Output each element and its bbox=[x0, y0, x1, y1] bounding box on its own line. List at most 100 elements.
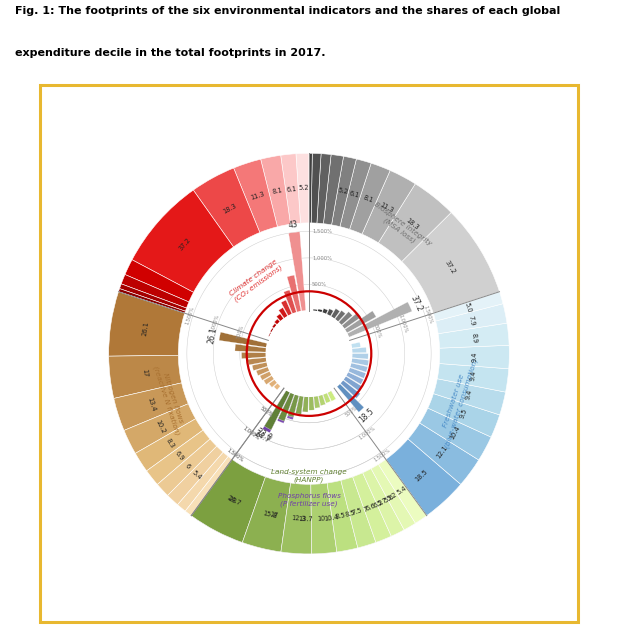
Text: 8.5: 8.5 bbox=[344, 509, 356, 518]
Wedge shape bbox=[261, 156, 290, 227]
Wedge shape bbox=[191, 460, 268, 544]
Wedge shape bbox=[177, 452, 228, 511]
Text: 1,500%: 1,500% bbox=[312, 229, 332, 234]
Wedge shape bbox=[335, 478, 369, 550]
Text: 9.4: 9.4 bbox=[469, 370, 476, 381]
Wedge shape bbox=[351, 358, 369, 365]
Text: Land-system change
(HANPP): Land-system change (HANPP) bbox=[271, 469, 347, 483]
Wedge shape bbox=[314, 396, 320, 408]
Text: 1,000%: 1,000% bbox=[242, 426, 260, 441]
Wedge shape bbox=[328, 390, 334, 397]
Text: 5.0: 5.0 bbox=[464, 301, 472, 314]
Wedge shape bbox=[309, 396, 314, 410]
Wedge shape bbox=[368, 466, 412, 532]
Text: 500%: 500% bbox=[260, 406, 274, 418]
Text: 24.7: 24.7 bbox=[226, 495, 242, 507]
Wedge shape bbox=[303, 396, 308, 412]
Wedge shape bbox=[264, 376, 274, 385]
Text: 1,500%: 1,500% bbox=[226, 447, 245, 463]
Wedge shape bbox=[345, 372, 363, 385]
Wedge shape bbox=[260, 371, 272, 380]
Wedge shape bbox=[274, 383, 281, 390]
Wedge shape bbox=[311, 483, 337, 554]
Wedge shape bbox=[132, 190, 234, 292]
Text: 8.1: 8.1 bbox=[271, 188, 283, 195]
Text: 18.5: 18.5 bbox=[413, 468, 428, 483]
Wedge shape bbox=[309, 396, 314, 409]
Wedge shape bbox=[309, 154, 312, 223]
Wedge shape bbox=[342, 312, 361, 329]
Wedge shape bbox=[270, 328, 274, 332]
Text: 43: 43 bbox=[288, 220, 298, 230]
Wedge shape bbox=[265, 390, 290, 430]
Text: 17: 17 bbox=[269, 511, 279, 519]
Wedge shape bbox=[327, 481, 358, 552]
Text: 500%: 500% bbox=[312, 282, 327, 287]
Text: 10: 10 bbox=[317, 515, 326, 522]
Text: 26.1: 26.1 bbox=[142, 321, 150, 337]
Wedge shape bbox=[348, 367, 366, 378]
Text: 37.2: 37.2 bbox=[409, 294, 425, 313]
Wedge shape bbox=[276, 314, 284, 321]
Wedge shape bbox=[263, 390, 290, 433]
Wedge shape bbox=[269, 380, 277, 387]
Wedge shape bbox=[376, 462, 421, 525]
Text: Fig. 1: The footprints of the six environmental indicators and the shares of eac: Fig. 1: The footprints of the six enviro… bbox=[15, 6, 561, 17]
Wedge shape bbox=[420, 408, 491, 460]
Text: 24.7: 24.7 bbox=[253, 429, 272, 445]
Wedge shape bbox=[318, 394, 326, 405]
Text: 1,000%: 1,000% bbox=[358, 426, 376, 441]
Wedge shape bbox=[318, 482, 349, 554]
Text: 9.4: 9.4 bbox=[465, 389, 473, 401]
Wedge shape bbox=[277, 392, 294, 423]
Text: Freshwater use
(blue-water consumption): Freshwater use (blue-water consumption) bbox=[437, 355, 479, 449]
Wedge shape bbox=[402, 212, 499, 313]
Text: 18.3: 18.3 bbox=[405, 218, 420, 231]
Wedge shape bbox=[323, 392, 329, 401]
Wedge shape bbox=[323, 154, 344, 225]
Text: 17: 17 bbox=[141, 369, 148, 378]
Wedge shape bbox=[303, 396, 308, 412]
Text: 500%: 500% bbox=[260, 406, 274, 418]
Wedge shape bbox=[323, 392, 331, 403]
Text: 10.4: 10.4 bbox=[449, 424, 461, 440]
Wedge shape bbox=[371, 464, 415, 530]
Wedge shape bbox=[378, 184, 451, 262]
Wedge shape bbox=[313, 309, 317, 312]
Text: 1,000%: 1,000% bbox=[242, 426, 260, 441]
Wedge shape bbox=[352, 348, 366, 353]
Text: 500%: 500% bbox=[344, 406, 358, 418]
Wedge shape bbox=[439, 345, 509, 369]
Text: 6.2: 6.2 bbox=[372, 499, 384, 509]
Wedge shape bbox=[247, 477, 295, 553]
Text: 5.6: 5.6 bbox=[383, 493, 396, 504]
Text: 7: 7 bbox=[363, 506, 368, 513]
Wedge shape bbox=[338, 312, 352, 325]
Text: 12.1: 12.1 bbox=[436, 444, 449, 460]
Wedge shape bbox=[341, 477, 376, 548]
Wedge shape bbox=[191, 460, 266, 543]
Text: 12.3: 12.3 bbox=[291, 515, 306, 522]
Wedge shape bbox=[234, 159, 277, 232]
Wedge shape bbox=[350, 163, 390, 234]
Text: 1,500%: 1,500% bbox=[423, 305, 433, 325]
Wedge shape bbox=[185, 456, 232, 516]
Wedge shape bbox=[119, 284, 187, 311]
Wedge shape bbox=[279, 308, 288, 319]
Text: 9.4: 9.4 bbox=[472, 351, 478, 362]
Wedge shape bbox=[311, 154, 321, 223]
Wedge shape bbox=[272, 324, 277, 328]
Wedge shape bbox=[318, 394, 326, 406]
Wedge shape bbox=[114, 383, 188, 431]
Wedge shape bbox=[350, 342, 360, 348]
Text: 1,000%: 1,000% bbox=[312, 255, 332, 260]
Wedge shape bbox=[242, 477, 290, 552]
Text: 6.6: 6.6 bbox=[365, 502, 377, 512]
Wedge shape bbox=[408, 423, 479, 484]
Text: Biosphere integrity
(MSA loss): Biosphere integrity (MSA loss) bbox=[369, 201, 433, 253]
Wedge shape bbox=[353, 473, 391, 543]
Wedge shape bbox=[281, 300, 292, 316]
Text: 8.5: 8.5 bbox=[335, 512, 347, 520]
Wedge shape bbox=[317, 154, 331, 224]
Text: 500%: 500% bbox=[236, 324, 245, 339]
